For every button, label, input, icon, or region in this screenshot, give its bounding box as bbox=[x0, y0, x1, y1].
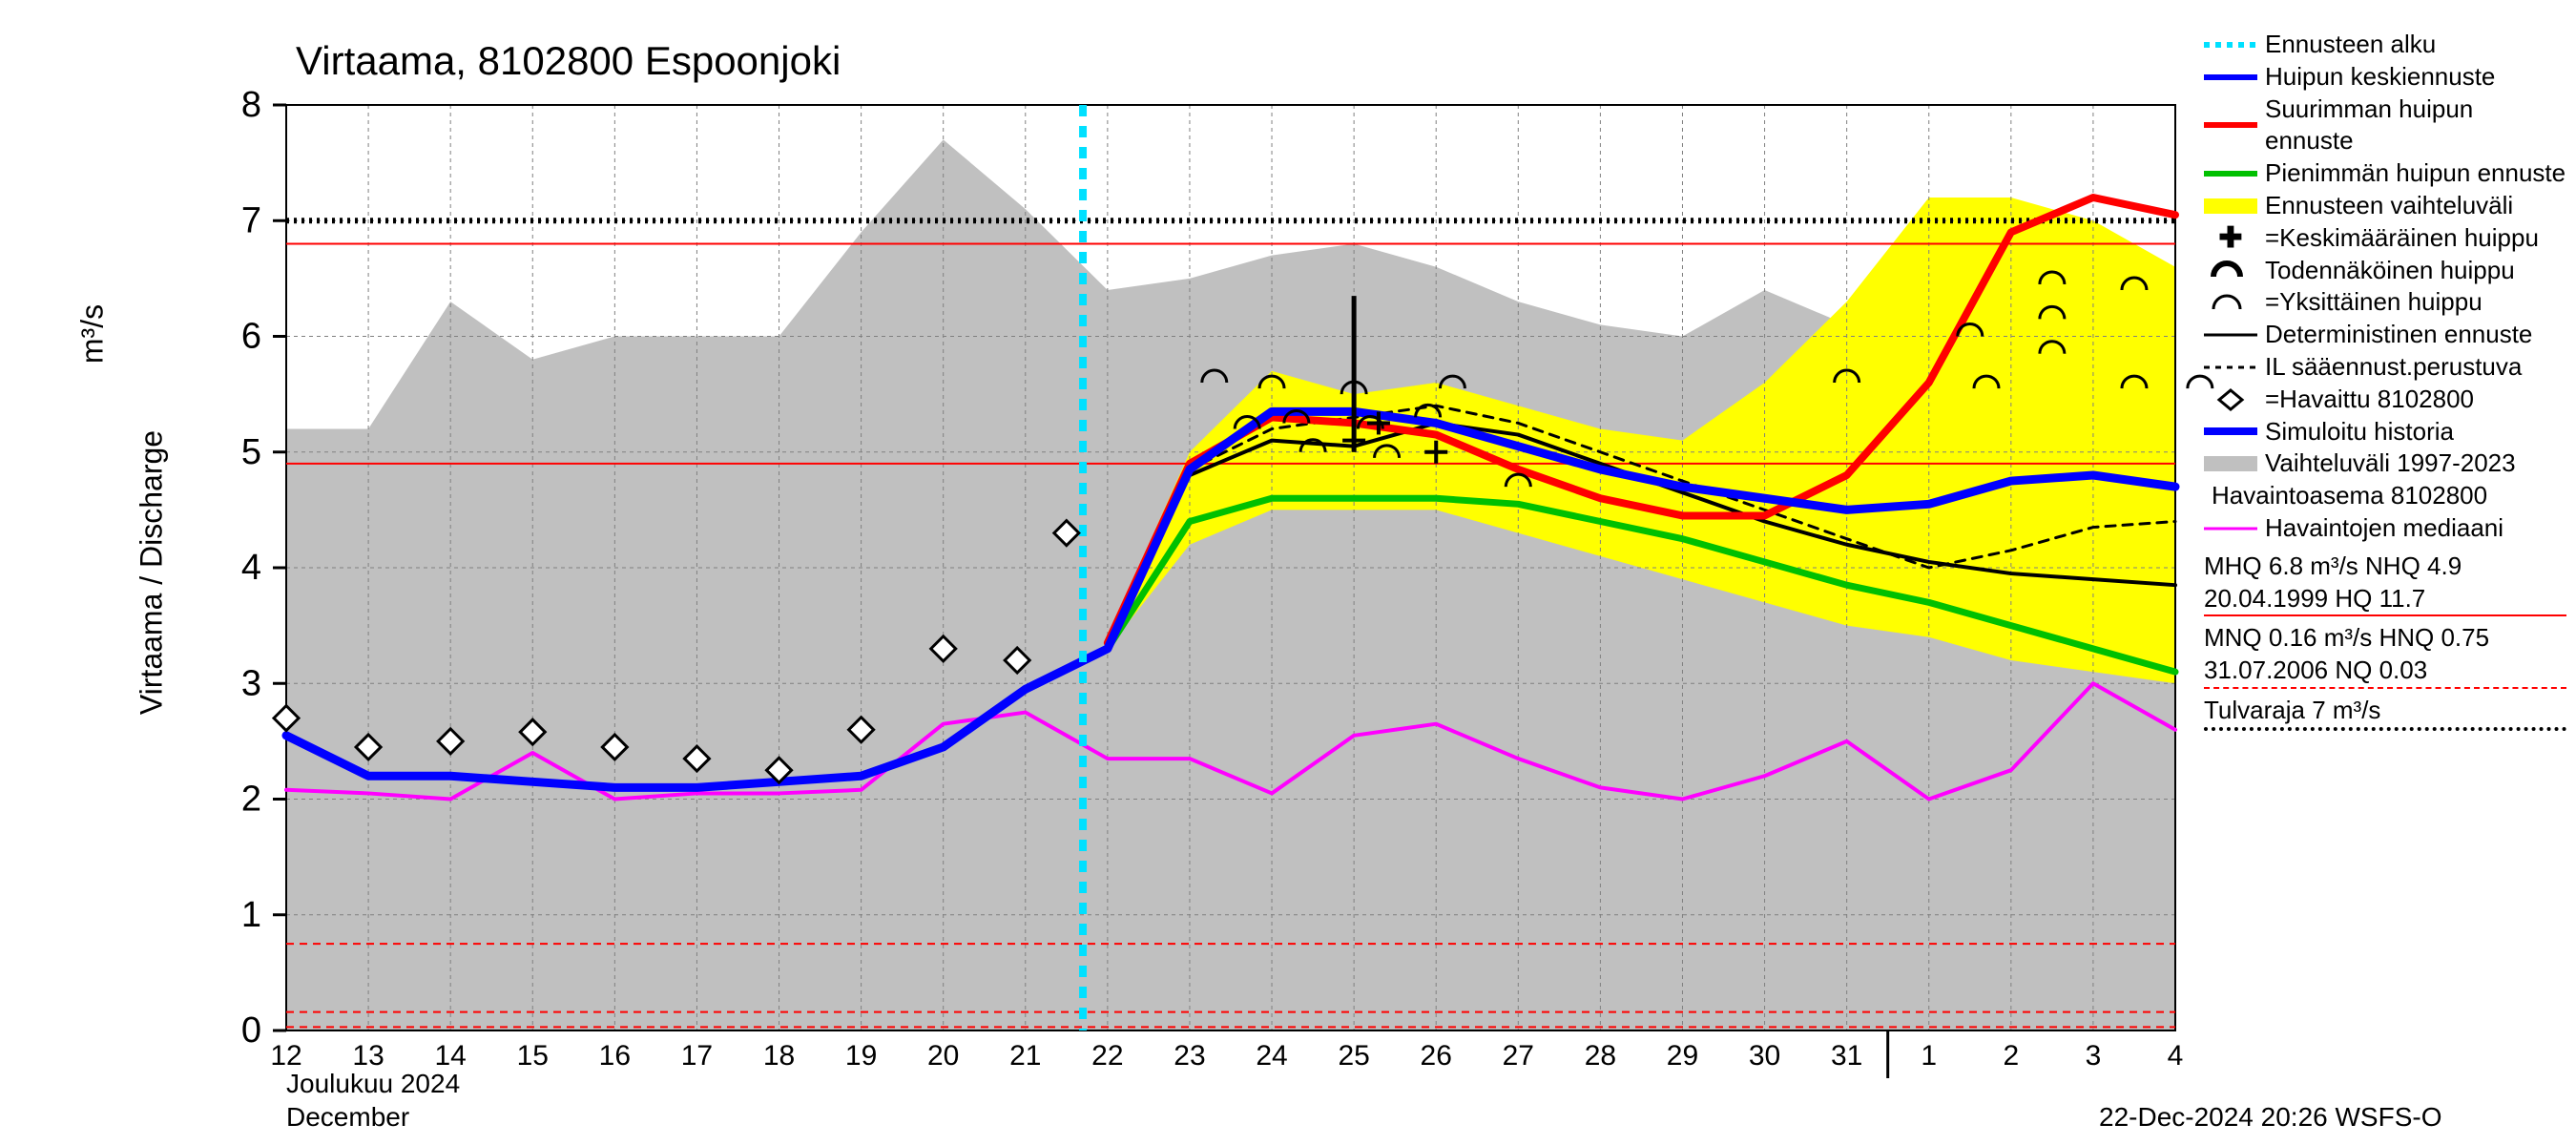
plot-svg: 0123456781213141516171819202122232425262… bbox=[0, 0, 2576, 1145]
xtick-label: 22 bbox=[1091, 1040, 1123, 1072]
ytick-label: 8 bbox=[241, 85, 261, 125]
xtick-label: 18 bbox=[763, 1040, 795, 1072]
legend-swatch bbox=[2204, 197, 2257, 216]
legend-row: Pienimmän huipun ennuste bbox=[2204, 157, 2566, 190]
legend-swatch bbox=[2204, 293, 2257, 312]
xtick-label: 28 bbox=[1585, 1040, 1616, 1072]
legend-row: Simuloitu historia bbox=[2204, 416, 2566, 448]
xtick-label: 29 bbox=[1667, 1040, 1698, 1072]
xtick-label: 30 bbox=[1749, 1040, 1780, 1072]
legend-swatch bbox=[2204, 519, 2257, 538]
legend: Ennusteen alkuHuipun keskiennusteSuurimm… bbox=[2204, 29, 2566, 731]
ytick-label: 3 bbox=[241, 663, 261, 703]
month-label-en: December bbox=[286, 1102, 409, 1133]
legend-label: =Yksittäinen huippu bbox=[2265, 286, 2483, 319]
xtick-label: 12 bbox=[270, 1040, 301, 1072]
y-axis-label: Virtaama / Discharge bbox=[135, 430, 170, 715]
month-label-fi: Joulukuu 2024 bbox=[286, 1069, 460, 1099]
legend-row: Havaintojen mediaani bbox=[2204, 512, 2566, 545]
ytick-label: 7 bbox=[241, 200, 261, 240]
legend-row: Todennäköinen huippu bbox=[2204, 255, 2566, 287]
legend-label: Deterministinen ennuste bbox=[2265, 319, 2532, 351]
legend-row: =Havaittu 8102800 bbox=[2204, 384, 2566, 416]
legend-label: Havaintojen mediaani bbox=[2265, 512, 2503, 545]
xtick-label: 25 bbox=[1338, 1040, 1369, 1072]
xtick-label: 27 bbox=[1503, 1040, 1534, 1072]
legend-label: Vaihteluväli 1997-2023 bbox=[2265, 448, 2516, 480]
xtick-label: 14 bbox=[434, 1040, 466, 1072]
xtick-label: 3 bbox=[2086, 1040, 2102, 1072]
legend-swatch bbox=[2204, 454, 2257, 473]
chart-container: Virtaama, 8102800 Espoonjoki m³/s Virtaa… bbox=[0, 0, 2576, 1145]
legend-label: Suurimman huipun ennuste bbox=[2265, 94, 2566, 158]
legend-label: =Havaittu 8102800 bbox=[2265, 384, 2474, 416]
xtick-label: 31 bbox=[1831, 1040, 1862, 1072]
y-axis-unit: m³/s bbox=[75, 304, 111, 364]
stats-mnq: MNQ 0.16 m³/s HNQ 0.7531.07.2006 NQ 0.03 bbox=[2204, 622, 2566, 689]
ytick-label: 2 bbox=[241, 780, 261, 820]
legend-row: ✚ =Keskimääräinen huippu bbox=[2204, 222, 2566, 255]
xtick-label: 23 bbox=[1174, 1040, 1205, 1072]
ytick-label: 4 bbox=[241, 548, 261, 588]
xtick-label: 4 bbox=[2168, 1040, 2184, 1072]
legend-row: IL sääennust.perustuva bbox=[2204, 351, 2566, 384]
legend-swatch bbox=[2204, 390, 2257, 409]
xtick-label: 2 bbox=[2003, 1040, 2019, 1072]
legend-label: Ennusteen vaihteluväli bbox=[2265, 190, 2513, 222]
xtick-label: 13 bbox=[352, 1040, 384, 1072]
ytick-label: 1 bbox=[241, 895, 261, 935]
ytick-label: 0 bbox=[241, 1010, 261, 1051]
legend-swatch bbox=[2204, 164, 2257, 183]
legend-row: Deterministinen ennuste bbox=[2204, 319, 2566, 351]
ytick-label: 6 bbox=[241, 317, 261, 357]
xtick-label: 17 bbox=[681, 1040, 713, 1072]
legend-label: Ennusteen alku bbox=[2265, 29, 2436, 61]
legend-swatch bbox=[2204, 68, 2257, 87]
legend-label: Havaintoasema 8102800 bbox=[2212, 480, 2487, 512]
xtick-label: 15 bbox=[517, 1040, 549, 1072]
legend-swatch bbox=[2204, 325, 2257, 344]
stats-mhq: MHQ 6.8 m³/s NHQ 4.920.04.1999 HQ 11.7 bbox=[2204, 551, 2566, 617]
legend-row: =Yksittäinen huippu bbox=[2204, 286, 2566, 319]
xtick-label: 26 bbox=[1421, 1040, 1452, 1072]
legend-label: IL sääennust.perustuva bbox=[2265, 351, 2522, 384]
timestamp: 22-Dec-2024 20:26 WSFS-O bbox=[2099, 1102, 2442, 1133]
xtick-label: 24 bbox=[1256, 1040, 1287, 1072]
legend-swatch bbox=[2204, 358, 2257, 377]
legend-label: Simuloitu historia bbox=[2265, 416, 2454, 448]
xtick-label: 19 bbox=[845, 1040, 877, 1072]
legend-label: Huipun keskiennuste bbox=[2265, 61, 2495, 94]
legend-row: Ennusteen vaihteluväli bbox=[2204, 190, 2566, 222]
legend-row: Vaihteluväli 1997-2023 bbox=[2204, 448, 2566, 480]
xtick-label: 21 bbox=[1009, 1040, 1041, 1072]
xtick-label: 1 bbox=[1921, 1040, 1937, 1072]
legend-swatch bbox=[2204, 260, 2257, 280]
chart-title: Virtaama, 8102800 Espoonjoki bbox=[296, 38, 841, 84]
legend-swatch bbox=[2204, 115, 2257, 135]
legend-row: Ennusteen alku bbox=[2204, 29, 2566, 61]
xtick-label: 16 bbox=[599, 1040, 631, 1072]
xtick-label: 20 bbox=[927, 1040, 959, 1072]
legend-row: Havaintoasema 8102800 bbox=[2204, 480, 2566, 512]
ytick-label: 5 bbox=[241, 432, 261, 472]
legend-label: Pienimmän huipun ennuste bbox=[2265, 157, 2566, 190]
legend-row: Suurimman huipun ennuste bbox=[2204, 94, 2566, 158]
legend-swatch bbox=[2204, 35, 2257, 54]
legend-swatch bbox=[2204, 422, 2257, 441]
legend-label: Todennäköinen huippu bbox=[2265, 255, 2515, 287]
stats-flood: Tulvaraja 7 m³/s bbox=[2204, 695, 2566, 731]
legend-row: Huipun keskiennuste bbox=[2204, 61, 2566, 94]
legend-swatch: ✚ bbox=[2204, 229, 2257, 248]
legend-label: =Keskimääräinen huippu bbox=[2265, 222, 2539, 255]
